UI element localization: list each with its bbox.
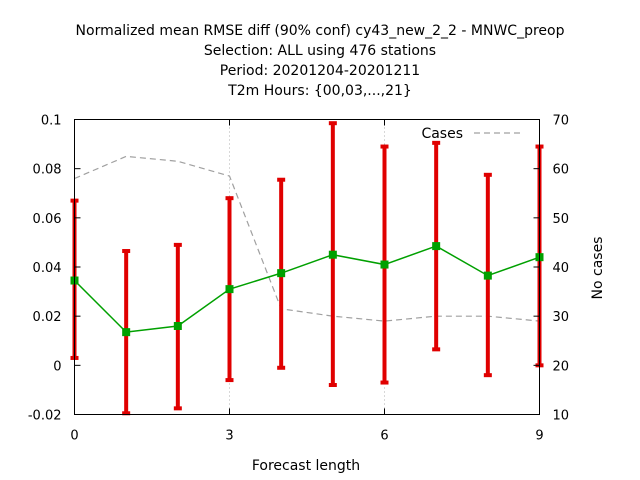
cases-line [74, 155, 540, 322]
y2-tick-label: 60 [553, 163, 570, 178]
y-tick-label: 0.02 [33, 310, 62, 325]
title-line-1: Normalized mean RMSE diff (90% conf) cy4… [76, 23, 565, 39]
cases-series [74, 155, 540, 322]
x-tick-label: 0 [70, 429, 78, 444]
x-tick-label: 9 [535, 429, 543, 444]
legend: Cases [421, 126, 522, 142]
y2-tick-label: 40 [553, 261, 570, 276]
y-tick-label: -0.02 [28, 409, 62, 424]
mean-point [380, 260, 389, 269]
y-tick-label: 0.08 [33, 163, 62, 178]
y2-tick-label: 50 [553, 212, 570, 227]
mean-point [277, 269, 286, 278]
y2-tick-label: 20 [553, 359, 570, 374]
mean-line [73, 245, 540, 333]
x-tick-label: 3 [225, 429, 233, 444]
title-line-2: Selection: ALL using 476 stations [204, 43, 436, 59]
title-line-4: T2m Hours: {00,03,...,21} [227, 83, 412, 99]
mean-point [328, 250, 337, 259]
y2-axis-label: No cases [590, 237, 606, 300]
title-line-3: Period: 20201204-20201211 [220, 63, 420, 79]
y-tick-label: 0.1 [41, 114, 62, 129]
mean-point [432, 242, 441, 251]
y-tick-label: 0.06 [33, 212, 62, 227]
x-axis-label: Forecast length [252, 458, 360, 474]
y2-tick-label: 70 [553, 114, 570, 129]
x-tick-label: 6 [380, 429, 388, 444]
mean-point [225, 285, 234, 294]
legend-label-cases: Cases [421, 126, 463, 142]
axis-ticks: 0 3 6 9 -0.02 0 0.02 0.04 0.06 0.08 0.1 10 20 30 40 50 6… [28, 114, 569, 444]
chart-title: Normalized mean RMSE diff (90% conf) cy4… [76, 23, 565, 99]
y-tick-label: 0.04 [33, 261, 62, 276]
mean-point [122, 328, 131, 337]
mean-point [483, 271, 492, 280]
y2-tick-label: 10 [553, 409, 570, 424]
y2-tick-label: 30 [553, 310, 570, 325]
mean-point [173, 322, 182, 330]
y-tick-label: 0 [53, 359, 61, 374]
